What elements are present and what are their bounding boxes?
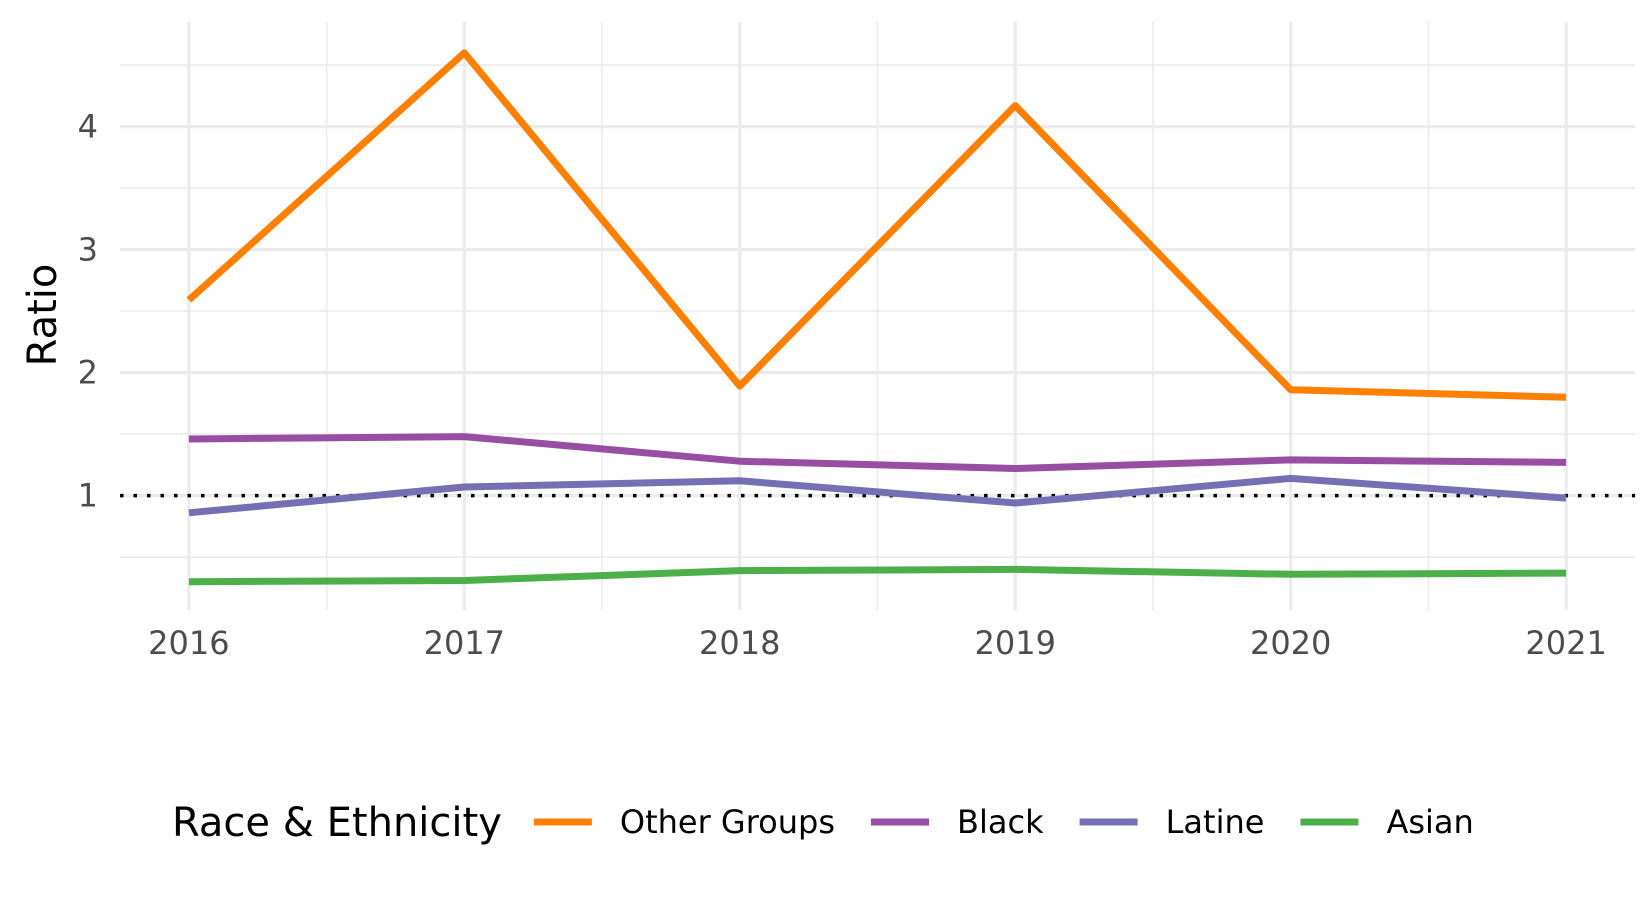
x-tick-labels: 2016 2017 2018 2019 2020 2021	[148, 624, 1607, 662]
legend-label-latine: Latine	[1166, 803, 1265, 841]
x-tick-label: 2018	[699, 624, 780, 662]
grid	[120, 22, 1635, 610]
y-tick-label: 4	[78, 108, 98, 146]
x-tick-label: 2021	[1525, 624, 1606, 662]
x-tick-label: 2016	[148, 624, 229, 662]
series-line-latine	[188, 474, 1567, 517]
y-tick-label: 1	[78, 477, 98, 515]
legend-title: Race & Ethnicity	[172, 800, 502, 846]
x-tick-label: 2020	[1250, 624, 1331, 662]
x-tick-label: 2019	[975, 624, 1056, 662]
x-tick-label: 2017	[424, 624, 505, 662]
legend-label-other-groups: Other Groups	[620, 803, 835, 841]
series-line-asian	[188, 565, 1567, 586]
legend-label-black: Black	[957, 803, 1044, 841]
y-axis-title: Ratio	[20, 264, 66, 367]
y-tick-labels: 1 2 3 4	[78, 108, 98, 515]
series-line-other-groups	[186, 49, 1567, 401]
legend-items: Other Groups Black Latine Asian	[533, 803, 1474, 841]
legend: Race & Ethnicity Other Groups Black Latine…	[172, 800, 1474, 846]
legend-label-asian: Asian	[1386, 803, 1473, 841]
series-lines	[186, 49, 1567, 586]
y-tick-label: 3	[78, 231, 98, 269]
y-tick-label: 2	[78, 354, 98, 392]
series-line-black	[188, 433, 1567, 472]
